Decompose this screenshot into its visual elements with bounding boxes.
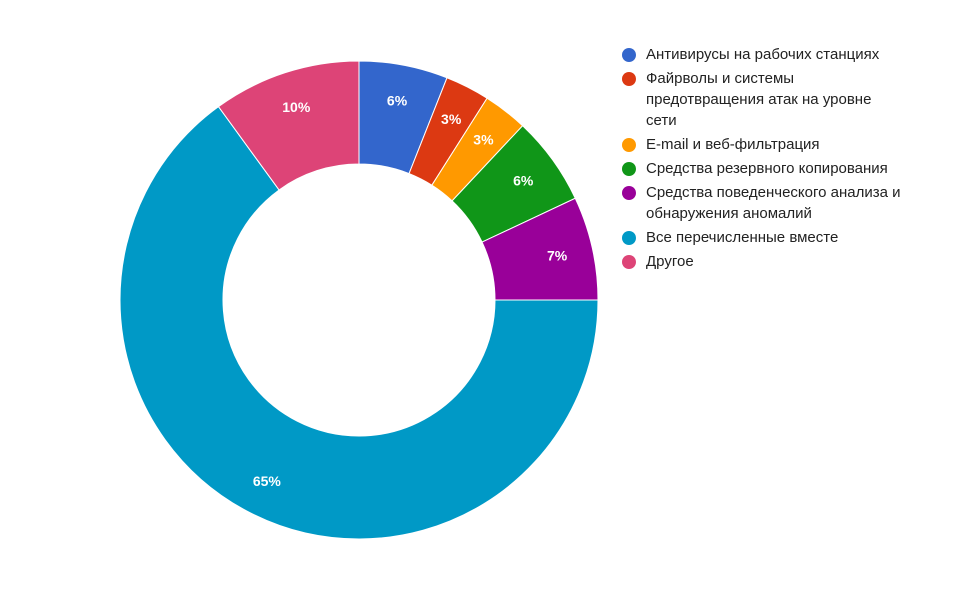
legend-item: Средства поведенческого анализа и обнару… xyxy=(622,182,902,224)
legend-label: Антивирусы на рабочих станциях xyxy=(646,46,880,63)
chart-slice-6 xyxy=(119,105,599,540)
legend-item: Другое xyxy=(622,251,902,272)
legend-swatch-icon xyxy=(622,162,636,176)
slice-data-label-7: 10% xyxy=(282,99,311,115)
slice-data-label-2: 3% xyxy=(441,111,462,127)
legend-label: Файрволы и системы предотвращения атак н… xyxy=(646,70,872,129)
legend-label: Все перечисленные вместе xyxy=(646,229,839,246)
legend-item: Файрволы и системы предотвращения атак н… xyxy=(622,68,902,131)
legend-swatch-icon xyxy=(622,138,636,152)
slice-data-label-1: 6% xyxy=(387,93,408,109)
chart-legend: Антивирусы на рабочих станциях Файрволы и… xyxy=(622,44,902,275)
legend-item: E-mail и веб-фильтрация xyxy=(622,134,902,155)
legend-label: E-mail и веб-фильтрация xyxy=(646,136,820,153)
slice-data-label-3: 3% xyxy=(473,132,494,148)
legend-swatch-icon xyxy=(622,48,636,62)
legend-item: Средства резервного копирования xyxy=(622,158,902,179)
slice-data-label-6: 65% xyxy=(253,473,282,489)
slice-data-label-4: 6% xyxy=(513,173,534,189)
chart-slice-7 xyxy=(217,60,360,191)
legend-swatch-icon xyxy=(622,231,636,245)
legend-swatch-icon xyxy=(622,72,636,86)
legend-swatch-icon xyxy=(622,255,636,269)
slice-data-label-5: 7% xyxy=(547,248,568,264)
legend-swatch-icon xyxy=(622,186,636,200)
legend-label: Средства поведенческого анализа и обнару… xyxy=(646,184,901,222)
chart-slices xyxy=(119,60,599,540)
chart-data-labels: 6% 3% 3% 6% 7% 65% 10% xyxy=(253,93,568,489)
legend-label: Другое xyxy=(646,253,694,270)
legend-item: Антивирусы на рабочих станциях xyxy=(622,44,902,65)
legend-item: Все перечисленные вместе xyxy=(622,227,902,248)
legend-label: Средства резервного копирования xyxy=(646,160,888,177)
